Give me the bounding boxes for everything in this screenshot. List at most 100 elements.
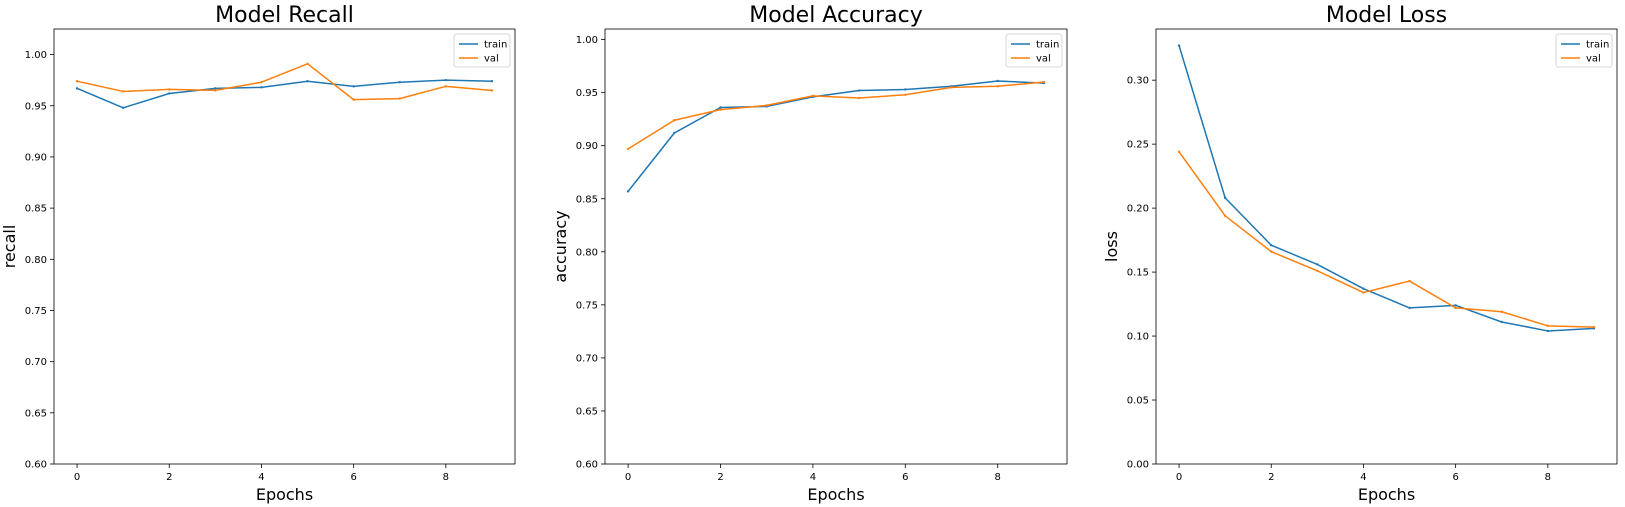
data-point-val (1500, 310, 1503, 313)
x-tick-label: 6 (350, 472, 356, 483)
series-line-val (627, 81, 1045, 150)
legend-label-val: val (484, 54, 499, 65)
y-tick-label: 0.05 (1127, 396, 1149, 407)
data-point-val (673, 119, 676, 122)
data-point-val (1592, 325, 1596, 329)
x-tick-label: 8 (443, 472, 449, 483)
y-tick-label: 0.10 (1127, 332, 1149, 343)
data-point-val (765, 104, 768, 107)
y-tick-label: 0.15 (1127, 268, 1149, 279)
x-tick-label: 2 (717, 472, 723, 483)
plot-area-frame (53, 28, 516, 465)
data-point-val (75, 80, 79, 83)
data-point-train (1270, 244, 1273, 247)
y-tick-label: 0.90 (576, 141, 598, 152)
y-tick-label: 0.25 (1127, 140, 1149, 151)
y-tick-label: 0.90 (25, 152, 47, 163)
x-tick-label: 0 (74, 472, 80, 483)
data-point-train (673, 131, 676, 135)
data-point-train (857, 89, 861, 92)
data-point-val (444, 85, 448, 88)
x-tick-label: 8 (1545, 472, 1551, 483)
data-point-train (121, 106, 125, 110)
series-val (1177, 150, 1596, 329)
data-point-train (1177, 44, 1181, 47)
y-tick-label: 0.30 (1127, 76, 1149, 87)
data-point-val (1546, 324, 1550, 328)
data-point-train (1408, 306, 1411, 310)
data-point-val (1454, 306, 1457, 310)
data-point-val (811, 94, 815, 98)
data-point-train (260, 86, 263, 89)
data-point-train (490, 80, 494, 83)
y-tick-label: 0.60 (576, 460, 598, 471)
data-point-val (214, 89, 217, 92)
series-train (75, 78, 494, 110)
y-tick-label: 0.20 (1127, 204, 1149, 215)
y-tick-label: 0.85 (576, 194, 598, 205)
y-tick-label: 1.00 (576, 35, 598, 46)
series-line-train (76, 79, 493, 109)
x-tick-label: 2 (1268, 472, 1274, 483)
data-point-val (996, 85, 999, 88)
legend-label-val: val (1586, 54, 1601, 65)
data-point-val (1408, 279, 1411, 283)
y-axis-label: recall (0, 225, 19, 269)
data-point-train (1546, 329, 1550, 333)
y-tick-label: 0.80 (25, 255, 47, 266)
y-tick-label: 1.00 (25, 50, 47, 61)
series-line-val (1178, 150, 1595, 328)
x-tick-label: 4 (810, 472, 816, 483)
x-axis-label: Epochs (1358, 485, 1415, 504)
y-tick-label: 0.75 (576, 300, 598, 311)
y-axis-label: accuracy (551, 210, 570, 282)
y-tick-label: 0.75 (25, 306, 47, 317)
x-tick-label: 0 (625, 472, 631, 483)
y-tick-label: 0.60 (25, 460, 47, 471)
data-point-train (1316, 263, 1319, 266)
y-tick-label: 0.95 (576, 88, 598, 99)
y-tick-label: 0.70 (576, 353, 598, 364)
data-point-val (1042, 80, 1046, 84)
chart-panel-1: Model Recall 0 2 4 6 8 0.60 0.65 0.70 0.75 0.80 0.8… (0, 3, 516, 504)
series-line-train (627, 80, 1045, 193)
y-tick-label: 0.00 (1127, 460, 1149, 471)
data-point-train (719, 106, 722, 109)
chart-panel-3: Model Loss 0 2 4 6 8 0.00 0.05 0.10 0.15 0.20 0.25 0… (1102, 3, 1618, 504)
series-val (626, 80, 1046, 151)
series-val (75, 62, 494, 101)
data-point-train (214, 87, 217, 90)
chart-title: Model Accuracy (749, 3, 923, 28)
data-point-train (1454, 304, 1457, 307)
chart-title: Model Loss (1326, 3, 1447, 28)
data-point-val (168, 88, 171, 91)
x-tick-label: 4 (1360, 472, 1366, 483)
plot-area-frame (604, 28, 1068, 465)
y-tick-label: 0.80 (576, 247, 598, 258)
data-point-val (121, 90, 125, 93)
legend: train val (453, 33, 511, 68)
y-tick-label: 0.70 (25, 357, 47, 368)
x-tick-label: 0 (1176, 472, 1182, 483)
data-point-train (352, 85, 355, 88)
data-point-val (1270, 250, 1273, 253)
data-point-train (75, 87, 79, 90)
data-point-train (1500, 320, 1503, 324)
chart-panel-2: Model Accuracy 0 2 4 6 8 0.60 0.65 0.70 0.75 0.80 0… (551, 3, 1068, 504)
x-tick-label: 6 (902, 472, 908, 483)
data-point-train (398, 81, 401, 84)
series-train (1177, 44, 1596, 333)
data-point-val (857, 96, 861, 100)
series-line-val (76, 63, 493, 101)
chart-title: Model Recall (215, 3, 354, 28)
y-tick-label: 0.85 (25, 204, 47, 215)
data-point-val (306, 62, 309, 65)
x-axis-label: Epochs (256, 485, 313, 504)
data-point-val (1316, 269, 1319, 273)
series-line-train (1178, 44, 1595, 332)
legend-label-val: val (1036, 54, 1051, 65)
data-point-val (719, 108, 722, 111)
data-point-val (1223, 214, 1227, 217)
data-point-train (168, 92, 171, 95)
